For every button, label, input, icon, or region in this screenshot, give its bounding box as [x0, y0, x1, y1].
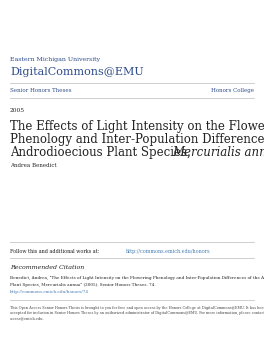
Text: Recommended Citation: Recommended Citation — [10, 265, 84, 270]
Text: Androdioecious Plant Species,: Androdioecious Plant Species, — [10, 146, 195, 159]
Text: DigitalCommons@EMU: DigitalCommons@EMU — [10, 67, 144, 77]
Text: Follow this and additional works at:: Follow this and additional works at: — [10, 249, 101, 254]
Text: Honors College: Honors College — [211, 88, 254, 93]
Text: This Open Access Senior Honors Thesis is brought to you for free and open access: This Open Access Senior Honors Thesis is… — [10, 306, 264, 310]
Text: 2005: 2005 — [10, 108, 25, 113]
Text: access@emich.edu.: access@emich.edu. — [10, 316, 45, 320]
Text: Andrea Benedict: Andrea Benedict — [10, 163, 56, 168]
Text: Mercurialis annua: Mercurialis annua — [172, 146, 264, 159]
Text: Plant Species, Mercurialis annua" (2005). Senior Honors Theses. 74.: Plant Species, Mercurialis annua" (2005)… — [10, 283, 155, 287]
Text: Phenology and Inter-Population Differences of the: Phenology and Inter-Population Differenc… — [10, 133, 264, 146]
Text: accepted for inclusion in Senior Honors Theses by an authorized administrator of: accepted for inclusion in Senior Honors … — [10, 311, 264, 315]
Text: http://commons.emich.edu/honors: http://commons.emich.edu/honors — [126, 249, 211, 254]
Text: Benedict, Andrea, "The Effects of Light Intensity on the Flowering Phenology and: Benedict, Andrea, "The Effects of Light … — [10, 276, 264, 280]
Text: Senior Honors Theses: Senior Honors Theses — [10, 88, 72, 93]
Text: http://commons.emich.edu/honors/74: http://commons.emich.edu/honors/74 — [10, 290, 89, 294]
Text: The Effects of Light Intensity on the Flowering: The Effects of Light Intensity on the Fl… — [10, 120, 264, 133]
Text: Eastern Michigan University: Eastern Michigan University — [10, 57, 100, 62]
